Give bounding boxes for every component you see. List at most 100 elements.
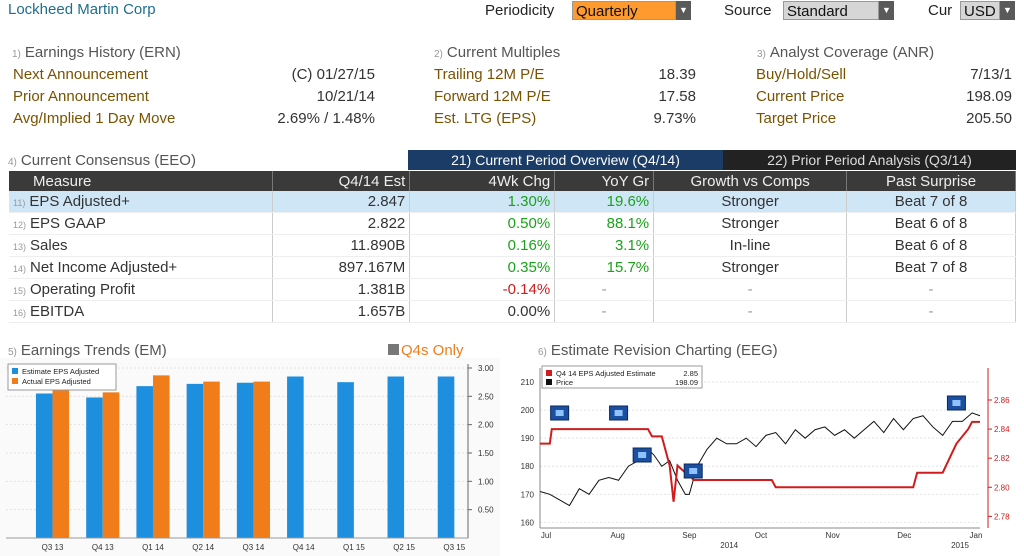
- bar-estimate: [136, 386, 153, 538]
- legend-swatch: [546, 379, 552, 385]
- estimate-revision-chart: 160 170 180 190 200 210 2.78 2.80 2.82 2.84 2.86 Ju…: [508, 360, 1024, 556]
- current-consensus-title[interactable]: 4) Current Consensus (EEO): [8, 152, 196, 169]
- column-header[interactable]: Q4/14 Est: [272, 171, 411, 191]
- column-header[interactable]: YoY Gr: [554, 171, 655, 191]
- x-tick-label: Oct: [755, 531, 768, 540]
- legend-label: Actual EPS Adjusted: [22, 377, 91, 386]
- bar-actual: [102, 392, 120, 538]
- table-row[interactable]: 13) Sales 11.890B 0.16% 3.1% In-line Beat…: [9, 234, 1016, 257]
- currency-dropdown-icon[interactable]: ▼: [1000, 1, 1015, 20]
- bar-estimate: [387, 376, 405, 538]
- list-item: Current Price 198.09: [756, 88, 1012, 105]
- event-marker-icon: [683, 463, 703, 479]
- source-select[interactable]: Standard: [783, 1, 879, 20]
- legend-value: 2.85: [683, 369, 698, 378]
- list-item: Buy/Hold/Sell 7/13/1: [756, 66, 1012, 83]
- legend-swatch: [12, 368, 18, 374]
- y-right-tick-label: 2.86: [994, 396, 1010, 405]
- series-line-price: [539, 412, 981, 507]
- bar-estimate: [186, 383, 204, 538]
- earnings-trends-chart: 0.50 1.00 1.50 2.00 2.50 3.00 Q3 13 Q4 13 Q1 14 Q…: [0, 358, 500, 556]
- x-tick-label: Q3 13: [42, 543, 64, 552]
- list-item: Avg/Implied 1 Day Move 2.69% / 1.48%: [13, 110, 375, 127]
- x-tick-label: Jul: [541, 531, 551, 540]
- tab-current-period-overview[interactable]: 21) Current Period Overview (Q4/14): [408, 150, 723, 170]
- source-dropdown-icon[interactable]: ▼: [879, 1, 894, 20]
- checkbox-icon[interactable]: [388, 344, 399, 355]
- legend-swatch: [546, 370, 552, 376]
- legend-label: Estimate EPS Adjusted: [22, 367, 99, 376]
- x-tick-label: Q2 15: [393, 543, 415, 552]
- consensus-table: Measure Q4/14 Est 4Wk Chg YoY Gr Growth …: [9, 171, 1016, 323]
- y-tick-label: 1.50: [478, 449, 494, 458]
- y-tick-label: 0.50: [478, 506, 494, 515]
- current-multiples-title[interactable]: 2) Current Multiples: [434, 44, 561, 61]
- event-marker-icon: [609, 405, 629, 421]
- column-header[interactable]: Measure: [9, 171, 274, 191]
- analyst-coverage-list: Buy/Hold/Sell 7/13/1 Current Price 198.0…: [756, 66, 1012, 132]
- chart-legend: Q4 14 EPS Adjusted Estimate 2.85 Price 198.…: [541, 365, 703, 389]
- legend-box: [541, 365, 703, 389]
- event-marker-glyph: [689, 468, 698, 474]
- table-row[interactable]: 12) EPS GAAP 2.822 0.50% 88.1% Stronger B…: [9, 212, 1016, 235]
- section-number: 1): [12, 49, 21, 60]
- x-tick-label: Aug: [611, 531, 625, 540]
- y-left-tick-label: 200: [521, 406, 535, 415]
- chart-background: [508, 360, 1024, 556]
- legend-value: 198.09: [675, 378, 698, 387]
- section-number: 3): [757, 49, 766, 60]
- event-marker-icon: [632, 447, 652, 463]
- tab-prior-period-analysis[interactable]: 22) Prior Period Analysis (Q3/14): [723, 150, 1016, 170]
- source-label: Source: [724, 2, 772, 19]
- currency-label: Cur: [928, 2, 953, 19]
- earnings-trends-title[interactable]: 5) Earnings Trends (EM): [8, 342, 167, 359]
- table-row[interactable]: 16) EBITDA 1.657B 0.00% - - -: [9, 300, 1016, 323]
- currency-select[interactable]: USD: [960, 1, 1000, 20]
- estimate-revision-title[interactable]: 6) Estimate Revision Charting (EEG): [538, 342, 778, 359]
- x-tick-label: Q3 15: [443, 543, 465, 552]
- periodicity-label: Periodicity: [485, 2, 555, 19]
- bar-actual: [203, 381, 220, 538]
- table-row[interactable]: 11) EPS Adjusted+ 2.847 1.30% 19.6% Stron…: [9, 191, 1016, 213]
- list-item: Target Price 205.50: [756, 110, 1012, 127]
- bar-actual: [152, 375, 170, 538]
- legend-label: Q4 14 EPS Adjusted Estimate: [556, 369, 656, 378]
- column-header[interactable]: 4Wk Chg: [409, 171, 556, 191]
- x-tick-label: Q3 14: [243, 543, 265, 552]
- list-item: Prior Announcement 10/21/14: [13, 88, 375, 105]
- x-tick-label: Q1 14: [142, 543, 164, 552]
- column-header[interactable]: Past Surprise: [846, 171, 1016, 191]
- bar-actual: [253, 381, 270, 538]
- bar-estimate: [337, 382, 354, 538]
- event-marker-glyph: [555, 410, 564, 416]
- earnings-history-title[interactable]: 1) Earnings History (ERN): [12, 44, 181, 61]
- x-year-label: 2015: [951, 541, 969, 550]
- legend-label: Price: [556, 378, 573, 387]
- company-title: Lockheed Martin Corp: [8, 1, 156, 18]
- bar-estimate: [236, 382, 254, 538]
- periodicity-select[interactable]: Quarterly: [572, 1, 676, 20]
- x-tick-label: Q2 14: [192, 543, 214, 552]
- section-number: 5): [8, 347, 17, 358]
- x-tick-label: Nov: [826, 531, 840, 540]
- list-item: Est. LTG (EPS) 9.73%: [434, 110, 696, 127]
- table-row[interactable]: 14) Net Income Adjusted+ 897.167M 0.35% 1…: [9, 256, 1016, 279]
- x-tick-label: Q4 14: [293, 543, 315, 552]
- bar-estimate: [35, 393, 53, 538]
- table-header-row: Measure Q4/14 Est 4Wk Chg YoY Gr Growth …: [9, 171, 1016, 191]
- y-tick-label: 2.00: [478, 421, 494, 430]
- column-header[interactable]: Growth vs Comps: [653, 171, 848, 191]
- x-year-label: 2014: [720, 541, 738, 550]
- event-marker-glyph: [952, 400, 961, 406]
- analyst-coverage-title[interactable]: 3) Analyst Coverage (ANR): [757, 44, 935, 61]
- y-left-tick-label: 180: [521, 462, 535, 471]
- x-tick-label: Q1 15: [343, 543, 365, 552]
- section-number: 4): [8, 157, 17, 168]
- list-item: Forward 12M P/E 17.58: [434, 88, 696, 105]
- periodicity-dropdown-icon[interactable]: ▼: [676, 1, 691, 20]
- q4s-only-toggle[interactable]: Q4s Only: [388, 342, 464, 359]
- y-right-tick-label: 2.82: [994, 454, 1010, 463]
- earnings-history-list: Next Announcement (C) 01/27/15 Prior Ann…: [13, 66, 375, 132]
- table-row[interactable]: 15) Operating Profit 1.381B -0.14% - - -: [9, 278, 1016, 301]
